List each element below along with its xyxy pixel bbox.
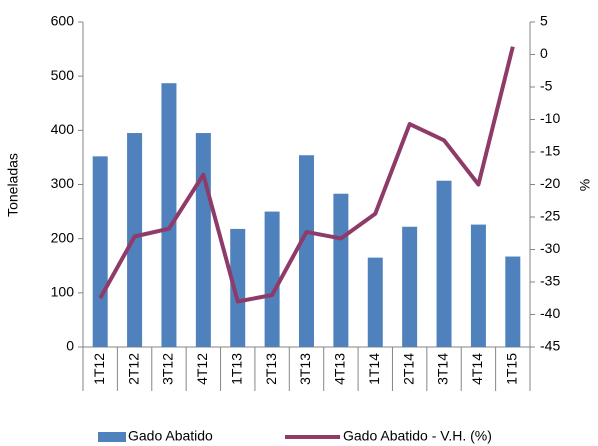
x-tick-label: 2T12 bbox=[125, 353, 141, 385]
y-tick-label: 200 bbox=[51, 229, 75, 245]
x-tick-label: 1T14 bbox=[366, 353, 382, 385]
y2-tick-label: -10 bbox=[540, 110, 560, 126]
x-tick-label: 2T13 bbox=[263, 353, 279, 385]
y-tick-label: 400 bbox=[51, 121, 75, 137]
bar bbox=[470, 224, 486, 347]
y-tick-label: 300 bbox=[51, 175, 75, 191]
y-tick-label: 100 bbox=[51, 284, 75, 300]
bar bbox=[436, 180, 452, 347]
x-tick-label: 3T12 bbox=[160, 353, 176, 385]
line bbox=[98, 46, 515, 304]
y2-tick-label: -35 bbox=[540, 273, 560, 289]
x-tick-label: 1T12 bbox=[91, 353, 107, 385]
x-tick-label: 4T13 bbox=[332, 353, 348, 385]
bar bbox=[92, 156, 108, 347]
bar bbox=[195, 133, 211, 347]
y2-tick-label: 5 bbox=[540, 13, 548, 29]
legend-label: Gado Abatido bbox=[128, 428, 213, 444]
y2-tick-label: 0 bbox=[540, 45, 548, 61]
bar bbox=[402, 226, 418, 347]
y2-tick-label: -45 bbox=[540, 338, 560, 354]
legend-swatch bbox=[98, 432, 126, 442]
y-tick-label: 0 bbox=[66, 338, 74, 354]
x-tick-label: 3T13 bbox=[297, 353, 313, 385]
y2-tick-label: -20 bbox=[540, 175, 560, 191]
x-tick-label: 4T14 bbox=[469, 353, 485, 385]
bar bbox=[264, 211, 280, 347]
y-tick-label: 600 bbox=[51, 13, 75, 29]
bar bbox=[230, 228, 246, 347]
y2-tick-label: -40 bbox=[540, 305, 560, 321]
x-tick-label: 4T12 bbox=[194, 353, 210, 385]
x-tick-label: 1T15 bbox=[504, 353, 520, 385]
y-axis-title: Toneladas bbox=[5, 153, 21, 217]
legend-label: Gado Abatido - V.H. (%) bbox=[343, 428, 492, 444]
bar bbox=[505, 256, 521, 347]
y2-tick-label: -25 bbox=[540, 208, 560, 224]
y2-tick-label: -30 bbox=[540, 240, 560, 256]
bar bbox=[367, 257, 383, 347]
y-tick-label: 500 bbox=[51, 67, 75, 83]
x-tick-label: 1T13 bbox=[228, 353, 244, 385]
bar bbox=[333, 193, 349, 347]
y2-tick-label: -15 bbox=[540, 143, 560, 159]
y2-axis-title: % bbox=[577, 179, 593, 191]
y2-tick-label: -5 bbox=[540, 78, 553, 94]
bar bbox=[299, 155, 314, 347]
x-tick-label: 2T14 bbox=[400, 353, 416, 385]
bar bbox=[161, 83, 177, 347]
x-tick-label: 3T14 bbox=[435, 353, 451, 385]
